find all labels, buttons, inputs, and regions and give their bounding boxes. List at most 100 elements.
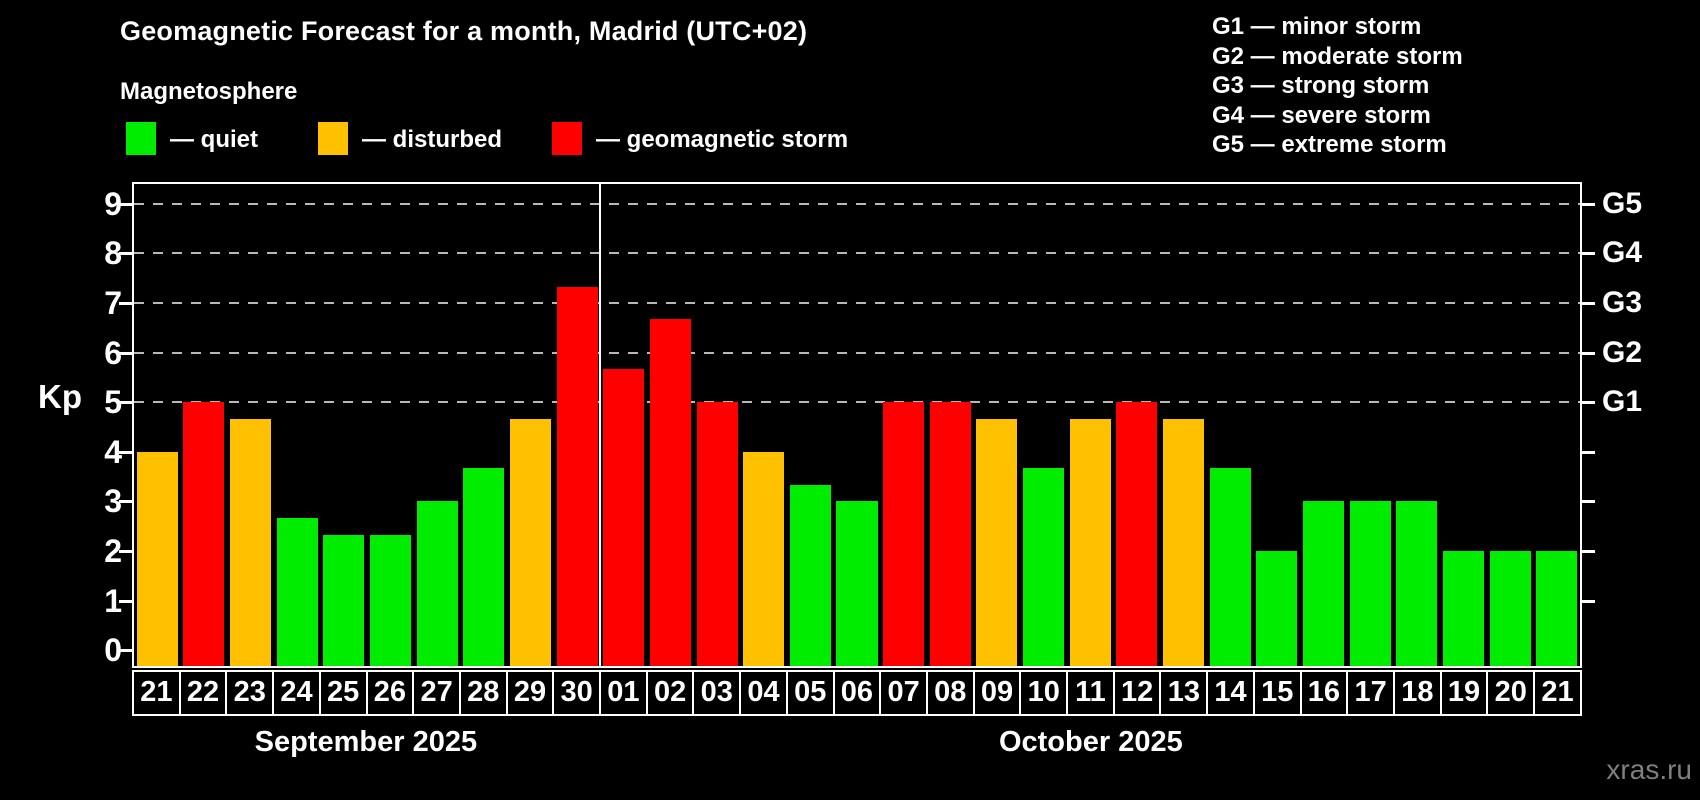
- bar-day-13: [1162, 418, 1205, 666]
- gridline-kp8: [134, 252, 1580, 255]
- day-label-sep-29: 29: [505, 670, 555, 716]
- left-tick-2: [119, 549, 132, 553]
- bar-day-03: [696, 402, 738, 666]
- left-tick-4: [119, 450, 132, 454]
- x-axis-day-labels: 21 22 23 24 25 26 27 28 29 30 01 02 03 04 05 06 07 08 09 10…: [132, 670, 1582, 716]
- right-tick-4: [1582, 450, 1595, 454]
- day-label-oct-15: 15: [1252, 670, 1302, 716]
- legend-swatch-quiet: [126, 122, 156, 155]
- day-label-sep-21: 21: [132, 670, 181, 716]
- day-label-oct-08: 08: [925, 670, 975, 716]
- day-label-sep-27: 27: [412, 670, 461, 716]
- bar-day-23: [230, 418, 272, 666]
- legend-label-disturbed: — disturbed: [362, 126, 503, 153]
- day-label-oct-07: 07: [879, 670, 928, 716]
- ytick-label-0: 0: [104, 632, 122, 669]
- right-tick-3: [1582, 500, 1595, 504]
- ytick-label-4: 4: [104, 433, 122, 470]
- day-label-oct-05: 05: [785, 670, 835, 716]
- right-axis-label-g1: G1: [1602, 385, 1643, 419]
- bar-day-25: [323, 534, 365, 666]
- right-tick-7: [1582, 302, 1595, 305]
- day-label-sep-23: 23: [225, 670, 275, 716]
- gridline-kp6: [134, 351, 1580, 354]
- bar-day-29: [509, 418, 551, 666]
- bar-day-16: [1302, 501, 1344, 666]
- bar-day-18: [1396, 501, 1438, 666]
- legend-label-storm: — geomagnetic storm: [596, 126, 849, 153]
- right-axis-label-g3: G3: [1602, 286, 1643, 319]
- right-tick-6: [1582, 351, 1595, 355]
- left-tick-8: [119, 252, 132, 256]
- day-label-oct-12: 12: [1112, 670, 1162, 716]
- day-label-oct-20: 20: [1486, 670, 1536, 716]
- day-label-oct-18: 18: [1392, 670, 1442, 716]
- right-axis-label-g2: G2: [1602, 335, 1643, 369]
- ytick-label-5: 5: [104, 384, 122, 421]
- day-label-sep-26: 26: [365, 670, 415, 716]
- bar-day-01: [603, 368, 645, 666]
- bar-day-24: [276, 517, 318, 666]
- day-label-oct-21: 21: [1533, 670, 1582, 716]
- left-tick-1: [119, 599, 132, 603]
- bar-day-07: [883, 402, 925, 666]
- bar-day-22: [183, 402, 225, 666]
- bar-day-17: [1349, 501, 1391, 666]
- right-tick-9: [1582, 202, 1595, 206]
- page-title: Geomagnetic Forecast for a month, Madrid…: [120, 16, 808, 46]
- day-label-oct-14: 14: [1206, 670, 1255, 716]
- left-tick-6: [119, 351, 132, 355]
- bar-day-26: [370, 534, 412, 666]
- bar-day-21: [1536, 550, 1578, 666]
- bar-day-10: [1023, 468, 1065, 666]
- right-axis-label-g4: G4: [1602, 236, 1643, 270]
- ytick-label-2: 2: [104, 532, 122, 569]
- gridline-kp7: [134, 302, 1580, 304]
- day-label-oct-17: 17: [1346, 670, 1395, 716]
- bar-day-30: [556, 286, 598, 666]
- day-label-oct-04: 04: [739, 670, 788, 716]
- day-label-oct-03: 03: [692, 670, 742, 716]
- g-legend-line-g1: G1 — minor storm: [1212, 13, 1422, 40]
- bar-day-04: [743, 451, 785, 666]
- gridline-kp9: [134, 202, 1580, 205]
- day-label-sep-22: 22: [178, 670, 228, 716]
- right-tick-1: [1582, 599, 1595, 603]
- bar-day-27: [416, 501, 458, 666]
- right-tick-8: [1582, 252, 1595, 256]
- bar-day-06: [836, 501, 878, 666]
- bar-day-11: [1069, 418, 1111, 666]
- legend-label-quiet: — quiet: [170, 126, 258, 153]
- g-scale-legend: G1 — minor storm G2 — moderate storm G3 …: [1212, 12, 1463, 160]
- g-legend-line-g4: G4 — severe storm: [1212, 101, 1431, 129]
- bar-day-05: [789, 485, 831, 666]
- ytick-label-1: 1: [104, 582, 122, 619]
- bar-day-02: [649, 319, 691, 666]
- day-label-oct-02: 02: [645, 670, 695, 716]
- ytick-label-6: 6: [104, 334, 122, 371]
- right-axis-label-g5: G5: [1602, 186, 1643, 220]
- day-label-oct-06: 06: [832, 670, 882, 716]
- ytick-label-8: 8: [104, 235, 122, 272]
- g-legend-line-g2: G2 — moderate storm: [1212, 42, 1463, 70]
- ytick-label-7: 7: [104, 285, 122, 321]
- bar-day-09: [976, 418, 1018, 666]
- day-label-sep-25: 25: [318, 670, 368, 716]
- day-label-sep-30: 30: [552, 670, 602, 716]
- day-label-sep-28: 28: [458, 670, 508, 716]
- legend-swatch-storm: [552, 122, 582, 155]
- left-tick-7: [119, 302, 132, 305]
- plot-area: [132, 182, 1582, 668]
- bar-day-14: [1209, 468, 1251, 666]
- month-separator: [599, 184, 602, 666]
- bar-day-28: [463, 468, 505, 666]
- g-legend-line-g5: G5 — extreme storm: [1212, 131, 1447, 158]
- day-label-sep-24: 24: [272, 670, 321, 716]
- ytick-label-9: 9: [104, 185, 122, 222]
- day-label-oct-16: 16: [1299, 670, 1349, 716]
- month-label-october: October 2025: [998, 726, 1183, 758]
- left-tick-5: [119, 401, 132, 405]
- bar-day-19: [1442, 550, 1484, 666]
- day-label-oct-09: 09: [972, 670, 1022, 716]
- bar-day-21: [136, 451, 178, 666]
